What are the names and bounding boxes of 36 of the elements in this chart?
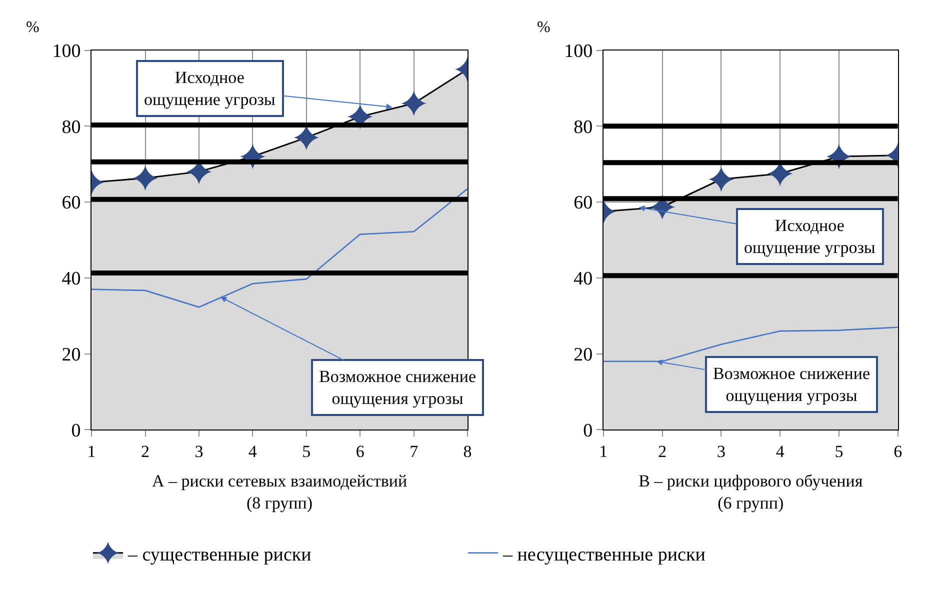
annotation: Возможное снижение ощущения угрозы — [713, 364, 870, 406]
annotation: Исходное ощущение угрозы — [144, 68, 276, 110]
legend-label: – несущественные риски — [502, 544, 706, 566]
x-tick-label: 4 — [248, 442, 258, 462]
y-tick-label: 100 — [52, 40, 81, 62]
y-tick-label: 40 — [62, 268, 81, 290]
y-tick-label: 80 — [62, 116, 81, 138]
x-tick-label: 2 — [141, 442, 150, 462]
y-tick-label: 0 — [71, 420, 81, 442]
x-tick-label: 1 — [87, 442, 96, 462]
y-tick-label: 40 — [574, 268, 593, 290]
annotation: Исходное ощущение угрозы — [744, 216, 876, 258]
x-tick-label: 2 — [658, 442, 667, 462]
x-tick-label: 6 — [356, 442, 364, 462]
y-tick-label: 20 — [574, 344, 593, 366]
x-tick-label: 3 — [716, 442, 726, 462]
y-tick-label: 60 — [62, 192, 81, 214]
x-tick-label: 4 — [776, 442, 785, 462]
x-tick-label: 7 — [410, 442, 419, 462]
y-tick-label: 20 — [62, 344, 81, 366]
x-tick-label: 8 — [463, 442, 472, 462]
x-tick-label: 6 — [894, 442, 902, 462]
x-tick-label: 1 — [599, 442, 608, 462]
x-tick-label: 5 — [834, 442, 844, 462]
y-axis-title: % — [26, 19, 40, 36]
x-tick-label: 3 — [194, 442, 204, 462]
y-axis-title: % — [537, 19, 550, 36]
annotation: Возможное снижение ощущения угрозы — [319, 367, 476, 408]
x-axis-title: А – риски сетевых взаимодействий (8 групп) — [152, 472, 408, 513]
y-tick-label: 80 — [574, 116, 593, 138]
y-tick-label: 100 — [564, 40, 593, 62]
x-tick-label: 5 — [302, 442, 311, 462]
y-tick-label: 60 — [574, 192, 593, 214]
y-tick-label: 0 — [583, 420, 593, 442]
x-axis-title: В – риски цифрового обучения (6 групп) — [638, 472, 863, 513]
legend-label: – существенные риски — [127, 544, 312, 566]
